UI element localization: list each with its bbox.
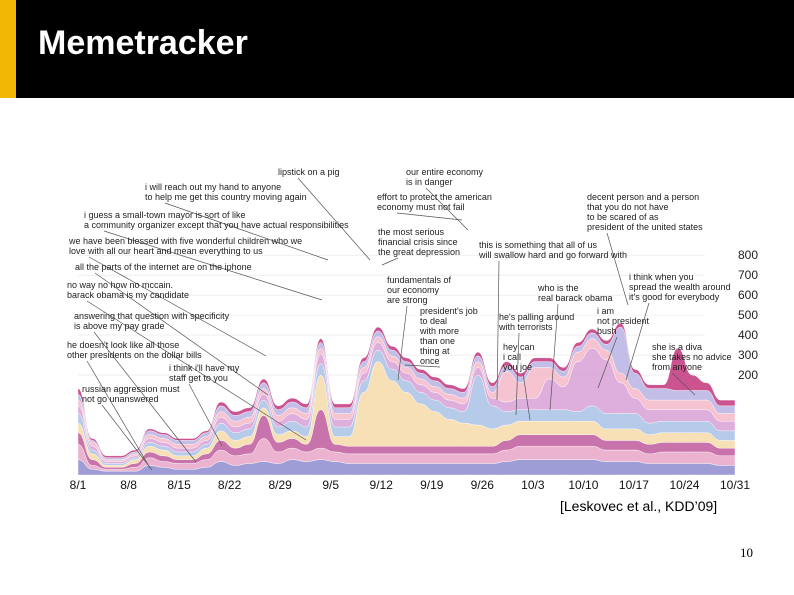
annotation-leader	[671, 372, 696, 396]
annotation-leader	[396, 212, 463, 221]
annotation-label: who is the real barack obama	[537, 283, 613, 303]
citation: [Leskovec et al., KDD’09]	[560, 498, 718, 514]
annotation-leader	[522, 372, 531, 421]
x-tick-label: 9/5	[322, 478, 339, 492]
slide-title: Memetracker	[38, 24, 248, 62]
annotation-label: i think i'll have my staff get to you	[169, 363, 240, 383]
x-tick-label: 10/3	[521, 478, 545, 492]
x-tick-label: 9/12	[370, 478, 394, 492]
annotation-leader	[549, 303, 559, 411]
x-tick-label: 10/10	[568, 478, 598, 492]
annotation-leader	[381, 257, 399, 266]
stream-layer-8	[77, 323, 736, 458]
title-accent-bar	[0, 0, 16, 98]
annotation-label: our entire economy is in danger	[406, 167, 484, 187]
annotation-leader	[404, 364, 441, 368]
annotation-label: hey can i call you joe	[503, 342, 535, 372]
annotation-label: i guess a small-town mayor is sort of li…	[84, 210, 349, 230]
x-tick-label: 9/26	[471, 478, 495, 492]
annotation-leader	[101, 404, 153, 471]
y-tick-label: 500	[738, 308, 758, 322]
y-tick-label: 600	[738, 288, 758, 302]
annotation-label: answering that question with specificity…	[74, 311, 230, 331]
annotation-leader	[103, 230, 323, 301]
x-tick-label: 9/19	[420, 478, 444, 492]
annotation-leader	[597, 336, 618, 389]
annotation-leader	[397, 305, 408, 381]
annotation-label: this is something that all of us will swa…	[478, 240, 627, 260]
annotation-leader	[94, 272, 269, 396]
annotation-leader	[625, 302, 650, 381]
annotation-label: lipstick on a pig	[278, 167, 340, 177]
annotation-label: i will reach out my hand to anyone to hel…	[145, 182, 307, 202]
x-tick-label: 10/17	[619, 478, 649, 492]
title-bar	[0, 0, 794, 98]
annotation-label: fundamentals of our economy are strong	[387, 275, 452, 305]
annotation-label: president's job to deal with more than one t…	[419, 306, 478, 366]
x-tick-label: 10/31	[720, 478, 750, 492]
annotation-label: russian aggression must not go unanswered	[82, 384, 180, 404]
annotation-label: he doesn't look like all those other pres…	[67, 340, 202, 360]
annotation-leader	[86, 360, 151, 469]
annotation-label: no way no how no mccain. barack obama is …	[67, 280, 189, 300]
annotation-leader	[297, 177, 371, 261]
annotation-label: he's palling around with terrorists	[498, 312, 574, 332]
annotation-label: we have been blessed with five wonderful…	[68, 236, 302, 256]
annotation-leader	[164, 202, 329, 261]
y-tick-label: 700	[738, 268, 758, 282]
y-tick-label: 400	[738, 328, 758, 342]
annotation-leader	[86, 300, 307, 441]
x-tick-label: 8/29	[268, 478, 292, 492]
annotation-label: she is a diva she takes no advice from any…	[652, 342, 732, 372]
annotation-label: decent person and a person that you do no…	[587, 192, 703, 232]
annotation-leader	[606, 232, 629, 306]
page-number: 10	[740, 545, 753, 560]
x-tick-label: 8/1	[70, 478, 87, 492]
annotation-leader	[93, 331, 197, 463]
y-tick-label: 200	[738, 368, 758, 382]
x-tick-label: 10/24	[669, 478, 699, 492]
y-tick-label: 800	[738, 248, 758, 262]
x-tick-label: 8/8	[120, 478, 137, 492]
annotation-label: i think when you spread the wealth around…	[629, 272, 731, 302]
annotation-leader	[188, 383, 223, 447]
y-tick-label: 300	[738, 348, 758, 362]
annotation-label: the most serious financial crisis since th…	[378, 227, 460, 257]
annotation-leader	[425, 187, 469, 231]
annotation-label: all the parts of the internet are on the…	[75, 262, 252, 272]
annotation-leader	[88, 256, 267, 357]
annotation-leader	[515, 332, 520, 416]
annotation-label: effort to protect the american economy mu…	[377, 192, 492, 212]
annotation-leader	[496, 260, 500, 401]
annotation-label: i am not president bush	[597, 306, 650, 336]
x-tick-label: 8/22	[218, 478, 242, 492]
x-tick-label: 8/15	[167, 478, 191, 492]
